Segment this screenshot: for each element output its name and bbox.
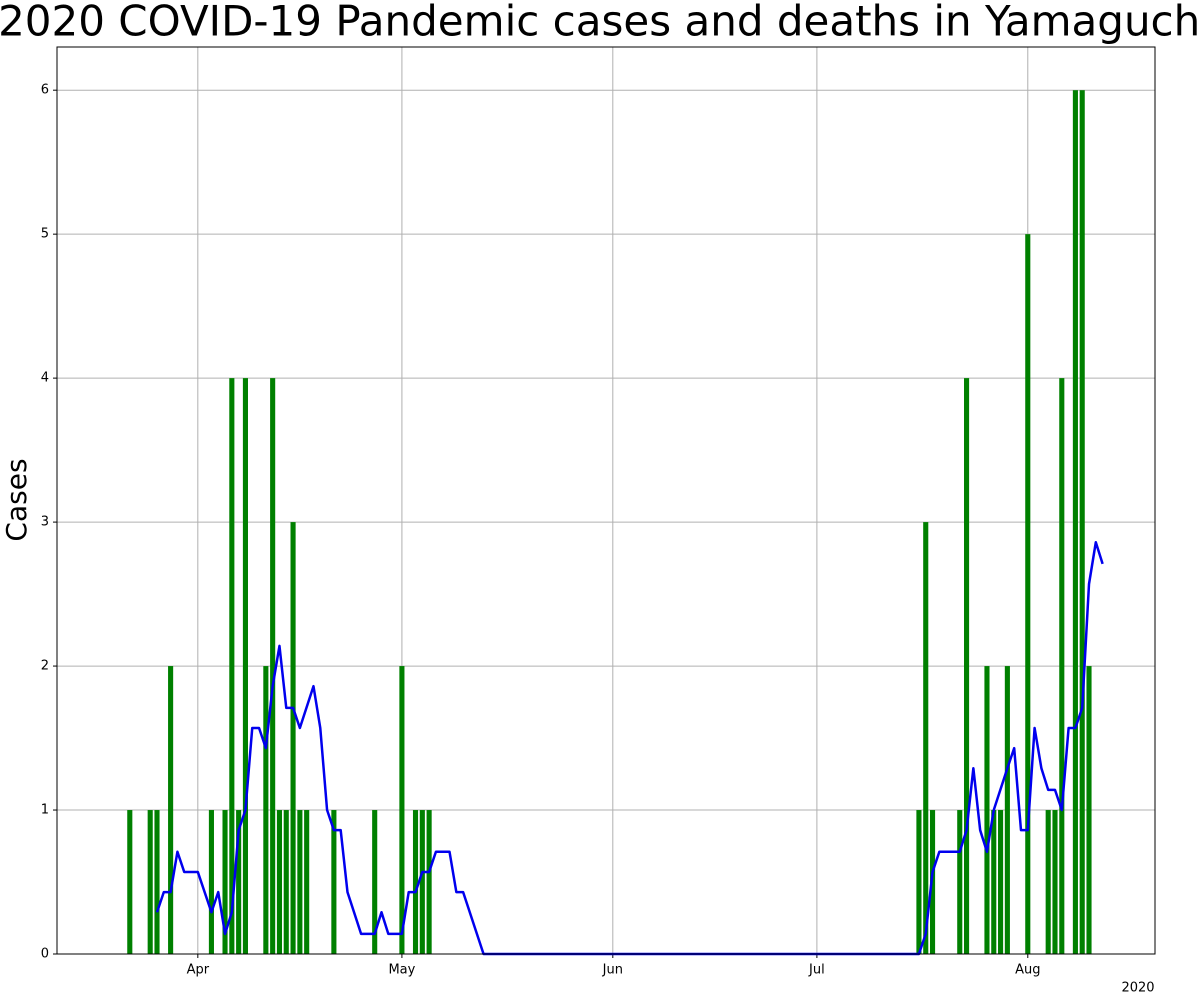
y-tick-label: 0 [41, 947, 49, 962]
y-axis-label: Cases [0, 458, 33, 541]
bar [1086, 666, 1092, 954]
bar [964, 378, 970, 955]
bar [1052, 810, 1058, 954]
y-tick-label: 6 [41, 83, 49, 98]
bar [127, 810, 133, 954]
y-tick-label: 5 [41, 227, 49, 242]
bar [426, 810, 432, 954]
bar [1059, 378, 1065, 955]
average-line [155, 541, 1104, 956]
x-tick-label: Jul [808, 963, 825, 978]
bar [399, 666, 405, 954]
bar [222, 810, 228, 954]
bar [147, 810, 153, 954]
bar [331, 810, 337, 954]
bar [412, 810, 419, 954]
bar [984, 666, 990, 954]
bar [242, 378, 248, 955]
bar [290, 522, 296, 954]
bar [957, 810, 963, 954]
x-tick-label: Jun [602, 963, 623, 978]
bar [991, 810, 997, 954]
bar [1079, 90, 1085, 954]
bar [1025, 234, 1031, 954]
bar [1045, 810, 1051, 954]
bar [208, 810, 214, 954]
bar [168, 666, 174, 954]
bar [916, 810, 922, 954]
chart-title: 2020 COVID-19 Pandemic cases and deaths … [0, 0, 1200, 46]
bar [304, 810, 310, 954]
y-tick-label: 3 [41, 515, 49, 530]
x-tick-label: May [388, 963, 415, 978]
plot-frame [56, 46, 1156, 955]
bar [276, 810, 283, 954]
bar [283, 810, 289, 954]
bar [229, 378, 235, 955]
bar [263, 666, 269, 954]
x-offset-label: 2020 [1121, 981, 1154, 996]
bar [419, 810, 425, 954]
x-tick-label: Aug [1015, 963, 1040, 978]
bar [270, 378, 276, 955]
x-tick-label: Apr [187, 963, 210, 978]
bar [372, 810, 378, 954]
bar [297, 810, 303, 954]
bar [998, 810, 1004, 954]
bar [923, 522, 929, 954]
y-tick-label: 4 [41, 371, 49, 386]
y-tick-label: 1 [41, 803, 49, 818]
bar [1004, 666, 1010, 954]
bar [1072, 90, 1078, 954]
y-tick-label: 2 [41, 659, 49, 674]
bar [236, 810, 242, 954]
bar [154, 810, 160, 954]
